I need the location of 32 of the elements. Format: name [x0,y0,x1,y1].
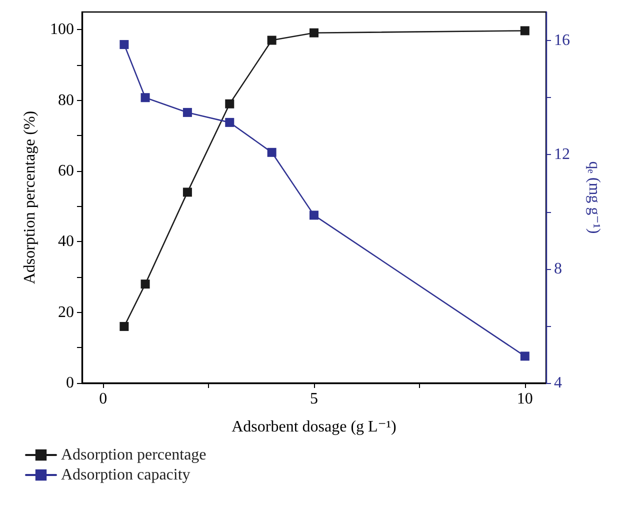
x-axis-title: Adsorbent dosage (g L⁻¹) [232,418,396,436]
legend-label: Adsorption capacity [61,466,190,484]
y-tick-label: 0 [66,374,74,392]
y-tick-label: 60 [58,162,74,180]
y-tick-label: 20 [58,304,74,321]
point [182,108,192,117]
point [310,210,318,220]
y2-tick-label: 16 [554,32,570,50]
x-tick-label: 5 [310,390,318,408]
point [140,93,150,102]
x-tick-label: 0 [99,390,108,408]
point [120,40,129,50]
y-tick-label: 100 [50,21,74,38]
y2-tick-label: 8 [554,260,562,278]
point [520,352,530,361]
point [182,188,192,197]
y-tick-label: 40 [58,233,74,250]
point [140,280,150,289]
y2-tick-label: 4 [554,374,562,392]
point [225,118,234,127]
legend-label: Adsorption percentage [61,446,206,464]
y2-axis-title: qₑ (mg g⁻¹) [586,161,602,234]
y2-tick-label: 12 [554,146,570,164]
point [267,36,276,45]
point [120,322,129,331]
point [310,28,318,38]
y-tick-label: 80 [58,92,74,109]
point [520,26,530,36]
x-tick-label: 10 [516,390,533,408]
y-axis-title: Adsorption percentage (%) [22,110,38,284]
point [267,148,276,157]
point [225,99,234,108]
